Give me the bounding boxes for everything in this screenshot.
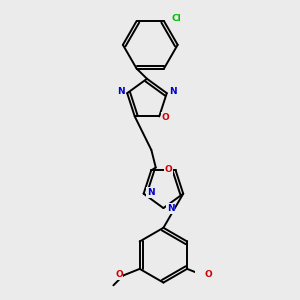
Text: O: O — [162, 113, 170, 122]
Text: O: O — [204, 270, 212, 279]
Text: O: O — [165, 165, 172, 174]
Text: N: N — [147, 188, 154, 197]
Text: Cl: Cl — [171, 14, 181, 23]
Text: N: N — [169, 87, 177, 96]
Text: N: N — [117, 87, 124, 96]
Text: O: O — [115, 270, 123, 279]
Text: N: N — [167, 204, 174, 213]
